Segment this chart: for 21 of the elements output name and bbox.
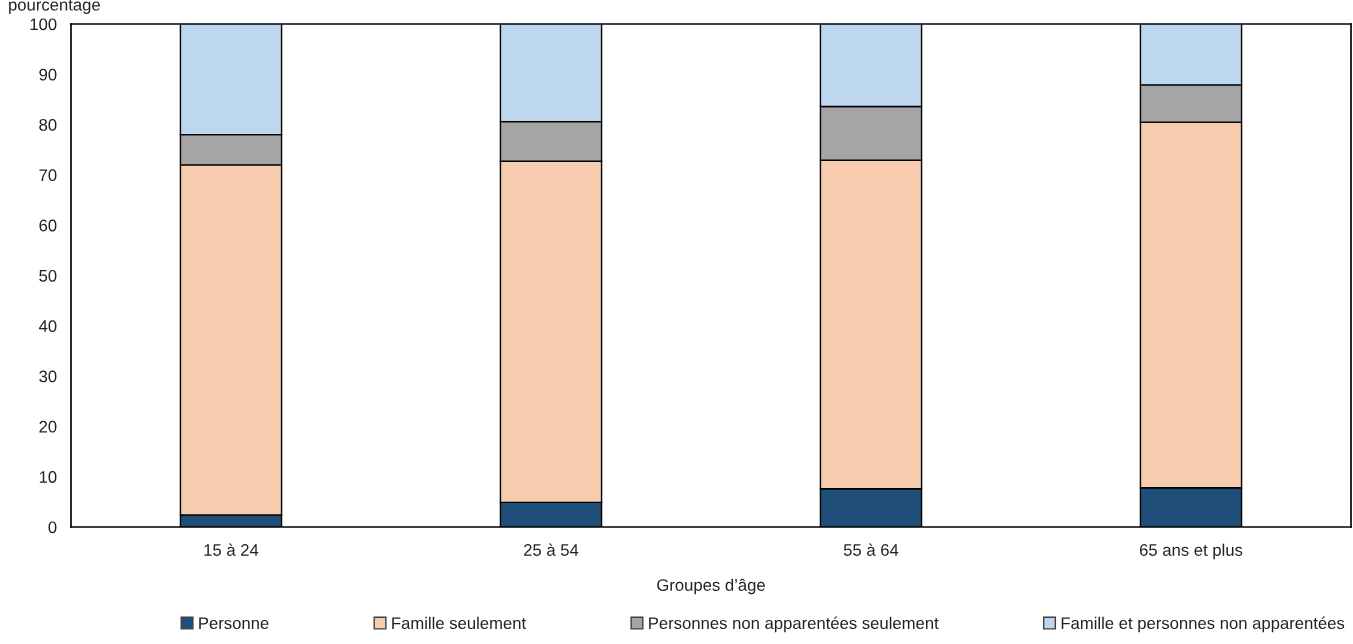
- x-tick-label: 65 ans et plus: [1139, 543, 1243, 560]
- y-tick-label: 0: [48, 521, 57, 534]
- y-axis-title: pourcentage: [9, 0, 100, 14]
- x-axis-title: Groupes d’âge: [657, 578, 765, 595]
- y-tick-label: 10: [39, 471, 57, 483]
- x-tick-label: 55 à 64: [843, 543, 899, 556]
- y-tick-label: 20: [39, 420, 57, 433]
- legend-label: Famille et personnes non apparentées: [1061, 616, 1345, 633]
- legend-label: Personne: [199, 617, 269, 630]
- y-tick-label: 90: [39, 68, 57, 81]
- y-tick-label: 70: [39, 169, 57, 182]
- y-tick-label: 40: [38, 320, 57, 332]
- legend-label: Personnes non apparentées seulement: [649, 616, 939, 633]
- y-tick-label: 30: [39, 370, 57, 383]
- y-tick-label: 80: [39, 119, 57, 131]
- y-tick-label: 60: [39, 219, 57, 232]
- y-tick-label: 50: [39, 269, 57, 282]
- x-tick-label: 25 à 54: [524, 543, 579, 556]
- y-tick-label: 100: [30, 18, 57, 31]
- legend-label: Famille seulement: [392, 616, 526, 630]
- x-tick-label: 15 à 24: [204, 543, 259, 556]
